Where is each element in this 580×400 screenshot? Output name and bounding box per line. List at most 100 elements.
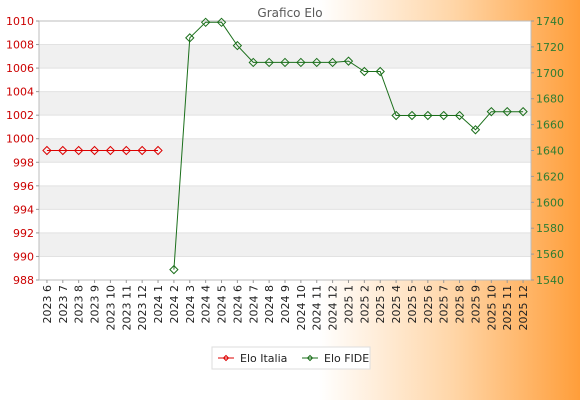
grid-band	[39, 21, 531, 45]
grid-band	[39, 91, 531, 116]
x-axis-label: 2024 2	[168, 285, 181, 324]
series-elo-fide	[169, 17, 528, 275]
data-point-marker	[169, 264, 179, 275]
x-axis-label: 2025 9	[469, 285, 482, 324]
x-axis-label: 2023 8	[73, 285, 86, 324]
x-axis-label: 2024 4	[200, 285, 213, 324]
data-point-marker	[73, 145, 84, 156]
data-point-marker	[42, 145, 52, 156]
data-point-marker	[296, 57, 306, 68]
x-axis-label: 2024 7	[247, 285, 260, 324]
data-point-marker	[470, 125, 481, 135]
x-axis-label: 2023 9	[89, 285, 102, 324]
left-axis-label: 1002	[6, 109, 34, 122]
x-axis-label: 2023 12	[136, 285, 149, 331]
left-axis-label: 1006	[6, 62, 34, 75]
data-point-marker	[312, 57, 322, 68]
data-point-marker	[121, 145, 131, 156]
grid-band	[39, 209, 531, 233]
data-point-marker	[502, 106, 512, 117]
grid-band	[39, 256, 531, 280]
data-point-marker	[264, 57, 274, 68]
left-axis-label: 998	[13, 156, 34, 169]
data-point-marker	[518, 106, 528, 117]
left-axis-label: 990	[13, 250, 34, 263]
legend-label: Elo Italia	[240, 352, 287, 365]
axes: 1010 1008 1006 1004 1002 1000 998 996 994 992 990 9…	[6, 15, 564, 331]
x-axis-label: 2024 12	[327, 285, 340, 331]
left-axis-label: 994	[13, 203, 34, 216]
right-axis-label: 1700	[536, 67, 564, 80]
data-point-marker	[200, 17, 211, 28]
left-axis-label: 1000	[6, 133, 34, 146]
data-point-marker	[391, 110, 401, 121]
x-axis-label: 2025 11	[501, 285, 514, 331]
x-axis-label: 2025 1	[342, 285, 355, 324]
data-point-marker	[327, 57, 338, 68]
grid-band	[39, 185, 531, 210]
data-point-marker	[454, 110, 465, 121]
legend: Elo Italia Elo FIDE	[211, 346, 371, 370]
x-axis-label: 2023 6	[41, 285, 54, 324]
data-point-marker	[407, 110, 417, 121]
right-axis-label: 1680	[536, 93, 564, 106]
data-point-marker	[58, 145, 68, 156]
series-line	[173, 21, 524, 270]
left-axis-label: 1010	[6, 15, 34, 28]
x-axis-label: 2025 5	[406, 285, 419, 324]
left-axis-label: 992	[13, 227, 34, 240]
x-axis-label: 2024 9	[279, 285, 292, 324]
x-axis-label: 2024 10	[295, 285, 308, 331]
data-point-marker	[343, 56, 354, 66]
grid-band	[39, 115, 531, 139]
grid-band	[39, 232, 531, 257]
data-point-marker	[423, 110, 433, 121]
x-axis-label: 2025 3	[374, 285, 387, 324]
grid-band	[39, 44, 531, 69]
x-axis-label: 2023 7	[57, 285, 70, 324]
right-axis-label: 1660	[536, 119, 564, 132]
x-axis-label: 2024 1	[152, 285, 165, 324]
data-point-marker	[375, 66, 385, 77]
x-axis-label: 2023 10	[104, 285, 117, 331]
x-axis-label: 2025 7	[438, 285, 451, 324]
data-point-marker	[359, 66, 370, 77]
grid-band	[39, 162, 531, 186]
x-axis-label: 2025 12	[517, 285, 530, 331]
x-axis-label: 2025 6	[422, 285, 435, 324]
data-point-marker	[105, 145, 116, 156]
legend-swatch-marker	[306, 354, 314, 362]
data-point-marker	[153, 145, 163, 156]
right-axis-label: 1580	[536, 222, 564, 235]
legend-label: Elo FIDE	[324, 352, 369, 365]
right-axis-label: 1600	[536, 196, 564, 209]
chart-title: Grafico Elo	[257, 6, 322, 20]
right-axis-label: 1720	[536, 41, 564, 54]
data-point-marker	[248, 57, 258, 68]
x-axis-label: 2023 11	[120, 285, 133, 331]
x-axis-label: 2025 10	[485, 285, 498, 331]
data-point-marker	[280, 57, 290, 68]
x-axis-label: 2024 11	[311, 285, 324, 331]
data-point-marker	[232, 40, 243, 51]
right-axis-label: 1740	[536, 15, 564, 28]
x-axis-label: 2024 8	[263, 285, 276, 324]
data-point-marker	[216, 17, 227, 28]
left-axis-label: 996	[13, 180, 34, 193]
right-axis-label: 1620	[536, 170, 564, 183]
data-point-marker	[185, 33, 195, 43]
x-axis-label: 2025 2	[358, 285, 371, 324]
left-axis-label: 988	[13, 274, 34, 287]
right-axis-label: 1540	[536, 274, 564, 287]
series-elo-italia	[42, 145, 163, 156]
legend-swatch-marker	[222, 354, 230, 362]
data-point-marker	[486, 106, 497, 117]
left-axis-label: 1004	[6, 86, 34, 99]
x-axis-label: 2025 8	[454, 285, 467, 324]
right-axis-label: 1640	[536, 145, 564, 158]
right-axis-label: 1560	[536, 248, 564, 261]
data-point-marker	[89, 145, 100, 156]
data-point-marker	[439, 110, 449, 121]
x-axis-label: 2024 3	[184, 285, 197, 324]
